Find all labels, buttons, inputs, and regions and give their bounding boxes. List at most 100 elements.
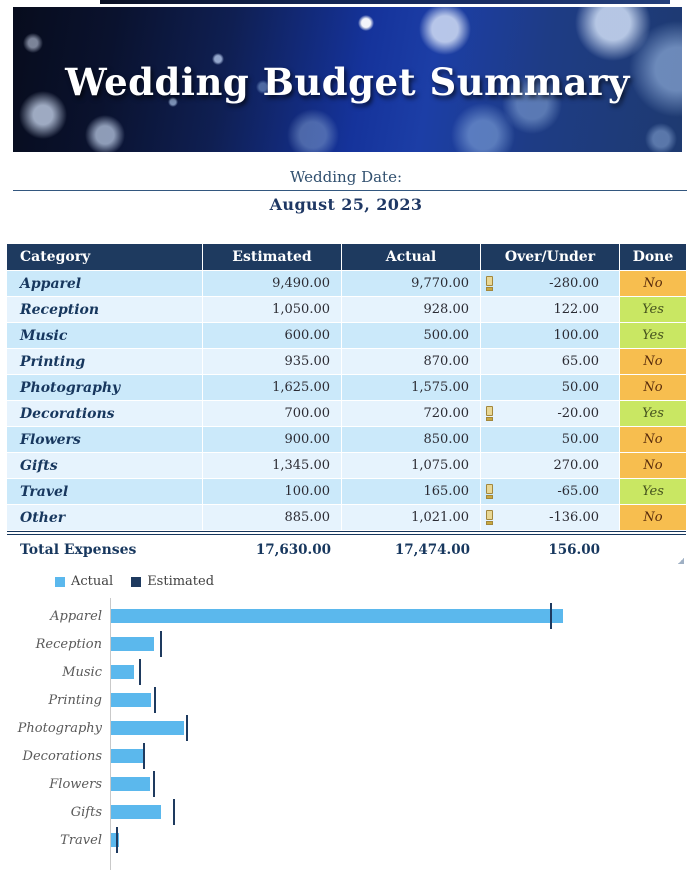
estimated-cell[interactable]: 935.00 xyxy=(203,349,342,375)
chart-axis-line xyxy=(110,598,111,870)
actual-bar xyxy=(111,665,135,679)
actual-cell[interactable]: 1,021.00 xyxy=(342,505,481,531)
budget-table: Category Estimated Actual Over/Under Don… xyxy=(7,244,686,564)
actual-cell[interactable]: 500.00 xyxy=(342,323,481,349)
actual-cell[interactable]: 870.00 xyxy=(342,349,481,375)
actual-bar xyxy=(111,609,563,623)
done-cell[interactable]: Yes xyxy=(620,297,686,323)
actual-bar xyxy=(111,777,151,791)
total-over-under-value: 156.00 xyxy=(548,541,600,558)
over-under-cell[interactable]: -136.00 xyxy=(481,505,620,531)
actual-cell[interactable]: 1,075.00 xyxy=(342,453,481,479)
done-cell[interactable]: Yes xyxy=(620,323,686,349)
category-cell[interactable]: Music xyxy=(7,323,203,349)
wedding-date-label: Wedding Date: xyxy=(289,168,403,186)
over-under-cell[interactable]: -65.00 xyxy=(481,479,620,505)
banner-edge-sliver xyxy=(100,0,670,4)
done-cell[interactable]: No xyxy=(620,271,686,297)
table-row: Decorations 700.00 720.00 -20.00 Yes xyxy=(7,401,686,427)
estimated-cell[interactable]: 1,345.00 xyxy=(203,453,342,479)
done-cell[interactable]: Yes xyxy=(620,479,686,505)
actual-bar xyxy=(111,721,184,735)
chart-row: Printing xyxy=(0,686,692,714)
estimated-marker xyxy=(138,659,141,685)
header-banner: Wedding Budget Summary xyxy=(13,7,682,152)
total-actual-value: 17,474.00 xyxy=(394,541,470,558)
category-cell[interactable]: Flowers xyxy=(7,427,203,453)
column-header-actual: Actual xyxy=(342,244,481,270)
chart-category-label: Apparel xyxy=(50,608,102,624)
estimated-cell[interactable]: 1,625.00 xyxy=(203,375,342,401)
actual-cell[interactable]: 850.00 xyxy=(342,427,481,453)
legend-label-estimated: Estimated xyxy=(147,574,215,589)
actual-cell[interactable]: 720.00 xyxy=(342,401,481,427)
done-cell[interactable]: No xyxy=(620,427,686,453)
warning-icon xyxy=(486,484,494,499)
legend-item-actual: Actual xyxy=(55,574,113,589)
category-cell[interactable]: Photography xyxy=(7,375,203,401)
category-cell[interactable]: Travel xyxy=(7,479,203,505)
over-under-cell[interactable]: 122.00 xyxy=(481,297,620,323)
warning-icon xyxy=(486,510,494,525)
over-under-cell[interactable]: 50.00 xyxy=(481,375,620,401)
estimated-cell[interactable]: 1,050.00 xyxy=(203,297,342,323)
over-under-cell[interactable]: 270.00 xyxy=(481,453,620,479)
table-row: Music 600.00 500.00 100.00 Yes xyxy=(7,323,686,349)
chart-category-label: Photography xyxy=(17,720,102,736)
actual-cell[interactable]: 1,575.00 xyxy=(342,375,481,401)
legend-label-actual: Actual xyxy=(71,574,114,589)
actual-bar xyxy=(111,805,161,819)
actual-cell[interactable]: 9,770.00 xyxy=(342,271,481,297)
table-row: Photography 1,625.00 1,575.00 50.00 No xyxy=(7,375,686,401)
table-row: Gifts 1,345.00 1,075.00 270.00 No xyxy=(7,453,686,479)
actual-bar xyxy=(111,833,119,847)
done-cell[interactable]: No xyxy=(620,375,686,401)
estimated-marker xyxy=(173,799,176,825)
done-cell[interactable]: No xyxy=(620,505,686,531)
estimated-cell[interactable]: 700.00 xyxy=(203,401,342,427)
category-cell[interactable]: Reception xyxy=(7,297,203,323)
wedding-date-value[interactable]: August 25, 2023 xyxy=(269,195,423,214)
estimated-cell[interactable]: 600.00 xyxy=(203,323,342,349)
category-cell[interactable]: Apparel xyxy=(7,271,203,297)
chart-row: Gifts xyxy=(0,798,692,826)
warning-icon xyxy=(486,276,494,291)
estimated-cell[interactable]: 900.00 xyxy=(203,427,342,453)
estimated-marker xyxy=(115,827,118,853)
actual-cell[interactable]: 165.00 xyxy=(342,479,481,505)
chart-row: Reception xyxy=(0,630,692,658)
chart-row: Photography xyxy=(0,714,692,742)
legend-swatch-estimated xyxy=(131,576,142,587)
over-under-cell[interactable]: -20.00 xyxy=(481,401,620,427)
actual-bar xyxy=(111,693,152,707)
date-underline xyxy=(13,190,687,191)
estimated-marker xyxy=(159,631,162,657)
chart-legend: Actual Estimated xyxy=(55,574,214,589)
done-cell[interactable]: No xyxy=(620,453,686,479)
legend-item-estimated: Estimated xyxy=(131,574,214,589)
chart-category-label: Reception xyxy=(35,636,102,652)
column-header-done: Done xyxy=(632,249,674,265)
over-under-cell[interactable]: -280.00 xyxy=(481,271,620,297)
estimated-cell[interactable]: 9,490.00 xyxy=(203,271,342,297)
table-body: Apparel 9,490.00 9,770.00 -280.00 No Rec… xyxy=(7,271,686,531)
over-under-cell[interactable]: 100.00 xyxy=(481,323,620,349)
over-under-cell[interactable]: 65.00 xyxy=(481,349,620,375)
estimated-cell[interactable]: 100.00 xyxy=(203,479,342,505)
done-cell[interactable]: Yes xyxy=(620,401,686,427)
table-row: Printing 935.00 870.00 65.00 No xyxy=(7,349,686,375)
estimated-cell[interactable]: 885.00 xyxy=(203,505,342,531)
category-cell[interactable]: Other xyxy=(7,505,203,531)
column-header-over-under: Over/Under xyxy=(481,244,620,270)
chart-category-label: Music xyxy=(62,664,102,680)
actual-cell[interactable]: 928.00 xyxy=(342,297,481,323)
category-cell[interactable]: Printing xyxy=(7,349,203,375)
estimated-marker xyxy=(186,715,189,741)
estimated-marker xyxy=(143,743,146,769)
done-cell[interactable]: No xyxy=(620,349,686,375)
over-under-cell[interactable]: 50.00 xyxy=(481,427,620,453)
page-title: Wedding Budget Summary xyxy=(65,59,630,104)
category-cell[interactable]: Gifts xyxy=(7,453,203,479)
column-header-estimated: Estimated xyxy=(203,244,342,270)
category-cell[interactable]: Decorations xyxy=(7,401,203,427)
